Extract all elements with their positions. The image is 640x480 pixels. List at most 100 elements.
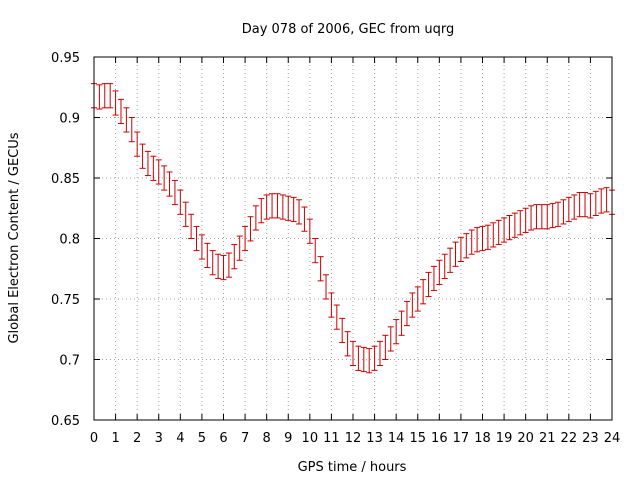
x-tick-label: 23 [582, 431, 599, 446]
x-tick-label: 4 [176, 431, 184, 446]
error-bar-point [484, 224, 491, 250]
error-bar-point [247, 216, 254, 242]
error-bar-point [182, 201, 189, 227]
x-tick-label: 14 [388, 431, 405, 446]
error-bar-point [436, 259, 443, 285]
y-tick-label: 0.85 [51, 172, 80, 187]
error-bar-point [528, 205, 535, 231]
error-bar-point [468, 229, 475, 255]
error-bar-point [414, 286, 421, 312]
error-bar-point [269, 193, 276, 219]
error-bar-point [403, 300, 410, 327]
error-bar-point [538, 204, 545, 230]
error-bar-point [215, 253, 222, 279]
error-bar-point [447, 247, 454, 273]
error-bar-point [495, 219, 502, 246]
error-bar-point [193, 225, 200, 252]
error-bar-point [101, 83, 108, 109]
error-bar-point [252, 205, 259, 231]
error-bar-point [155, 159, 162, 185]
error-bar-point [366, 348, 373, 374]
error-bar-point [258, 198, 265, 224]
x-tick-label: 15 [409, 431, 426, 446]
error-bar-point [549, 202, 556, 229]
x-tick-label: 13 [366, 431, 383, 446]
error-bar-point [387, 326, 394, 352]
error-bar-point [285, 195, 292, 221]
error-bar-point [501, 217, 508, 243]
error-bar-point [339, 317, 346, 344]
x-tick-label: 20 [517, 431, 534, 446]
error-bar-point [533, 204, 540, 230]
x-tick-labels: 0 1 2 3 4 5 6 7 8 9 10 11 12 13 14 15 16 17 18 19 20 21 22 23 24 [90, 431, 620, 446]
error-bar-point [511, 212, 518, 238]
error-bar-point [441, 253, 448, 279]
x-tick-label: 12 [345, 431, 362, 446]
error-bar-point [517, 210, 524, 236]
error-bar-point [598, 188, 605, 214]
error-bar-point [166, 171, 173, 197]
error-bar-point [371, 345, 378, 371]
error-bar-point [198, 234, 205, 260]
error-bar-point [323, 274, 330, 300]
error-bar-point [430, 265, 437, 292]
error-bar-point [544, 204, 551, 230]
error-bar-point [139, 143, 146, 169]
error-bar-point [96, 84, 103, 110]
error-bar-point [420, 279, 427, 305]
error-bar-point [150, 155, 157, 181]
error-bar-point [236, 235, 243, 261]
x-tick-label: 21 [539, 431, 556, 446]
error-bar-point [117, 98, 124, 125]
error-bar-point [576, 192, 583, 218]
x-tick-label: 10 [302, 431, 319, 446]
error-bar-point [565, 196, 572, 223]
error-bar-point [204, 242, 211, 269]
error-bar-point [382, 334, 389, 360]
error-bar-point [279, 194, 286, 220]
error-bar-point [333, 304, 340, 330]
x-tick-label: 19 [496, 431, 513, 446]
error-bar-point [242, 225, 249, 252]
x-tick-label: 5 [198, 431, 206, 446]
x-tick-label: 17 [453, 431, 470, 446]
error-bar-point [171, 179, 178, 206]
error-bar-point [587, 193, 594, 219]
x-tick-label: 9 [284, 431, 292, 446]
data-series [91, 83, 615, 374]
error-bar-point [376, 340, 383, 367]
error-bar-point [128, 117, 135, 143]
y-tick-label: 0.75 [51, 293, 80, 308]
error-bar-point [107, 83, 114, 109]
error-bar-point [409, 292, 416, 318]
error-bar-point [209, 250, 216, 276]
error-bar-point [123, 107, 130, 133]
error-bar-point [452, 241, 459, 267]
error-bar-point [560, 199, 567, 225]
error-bar-point [571, 194, 578, 220]
error-bar-point [474, 227, 481, 253]
y-tick-labels: 0.65 0.7 0.75 0.8 0.85 0.9 0.95 [51, 51, 80, 429]
error-bar-point [112, 90, 119, 116]
error-bar-point [463, 233, 470, 259]
error-bar-point [360, 346, 367, 373]
grid [94, 57, 612, 420]
error-bar-point [522, 207, 529, 233]
x-axis-title: GPS time / hours [298, 460, 407, 475]
error-bar-point [425, 271, 432, 298]
x-tick-label: 22 [561, 431, 578, 446]
error-bar-point [328, 292, 335, 318]
x-tick-label: 24 [604, 431, 621, 446]
error-bar-point [225, 252, 232, 278]
error-bar-point [555, 201, 562, 227]
error-bar-point [393, 319, 400, 345]
error-bar-point [457, 236, 464, 262]
error-bar-point [188, 213, 195, 239]
axis-ticks [93, 56, 613, 421]
error-bar-point [312, 238, 319, 264]
error-bar-point [582, 192, 589, 218]
error-bar-point [296, 199, 303, 225]
error-bar-point [490, 222, 497, 248]
error-bar-point [263, 194, 270, 220]
